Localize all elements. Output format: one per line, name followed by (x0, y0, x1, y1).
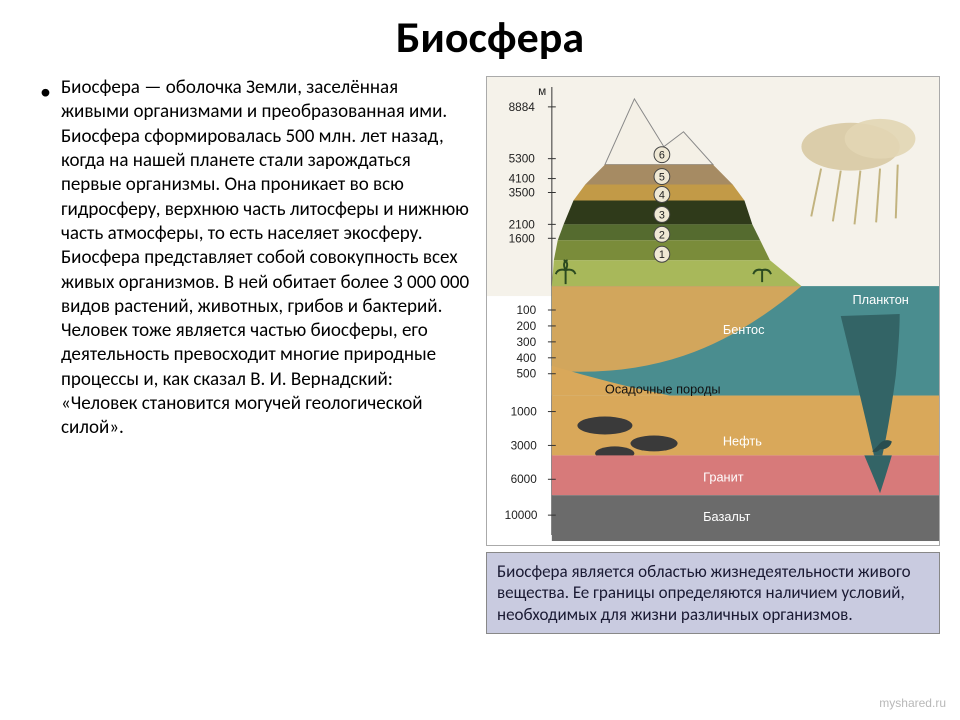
plankton-label: Планктон (853, 292, 909, 307)
bullet-marker: • (40, 80, 51, 103)
svg-text:100: 100 (516, 303, 536, 317)
figure-column: м 8884 5300 4100 3500 2100 1600 (486, 76, 940, 634)
biosphere-diagram: м 8884 5300 4100 3500 2100 1600 (486, 76, 940, 546)
caption-box: Биосфера является областью жизнедеятельн… (486, 552, 940, 634)
svg-text:1: 1 (659, 249, 665, 261)
axis-unit: м (538, 84, 546, 98)
svg-text:5: 5 (659, 171, 665, 183)
svg-text:1000: 1000 (511, 404, 538, 418)
svg-text:8884: 8884 (509, 100, 536, 114)
svg-text:2100: 2100 (509, 217, 536, 231)
text-column: • Биосфера — оболочка Земли, заселённая … (40, 76, 470, 634)
svg-text:500: 500 (516, 367, 536, 381)
svg-text:3000: 3000 (511, 438, 538, 452)
granite-label: Гранит (703, 469, 744, 484)
page-title: Биосфера (40, 10, 940, 64)
oil-label: Нефть (723, 433, 762, 448)
svg-text:10000: 10000 (505, 508, 538, 522)
svg-text:300: 300 (516, 335, 536, 349)
svg-text:5300: 5300 (509, 152, 536, 166)
svg-text:4100: 4100 (509, 171, 536, 185)
body-text: Биосфера — оболочка Земли, заселённая жи… (61, 76, 470, 441)
sediment-label: Осадочные породы (605, 382, 721, 397)
svg-text:6000: 6000 (511, 472, 538, 486)
svg-text:200: 200 (516, 319, 536, 333)
svg-text:3500: 3500 (509, 185, 536, 199)
svg-text:2: 2 (659, 229, 665, 241)
watermark: myshared.ru (879, 696, 946, 710)
basalt-label: Базальт (703, 509, 750, 524)
benthos-label: Бентос (723, 322, 765, 337)
zone-1 (552, 260, 802, 286)
diagram-svg: м 8884 5300 4100 3500 2100 1600 (487, 77, 939, 545)
svg-text:6: 6 (659, 150, 665, 162)
svg-text:3: 3 (659, 209, 665, 221)
slide: Биосфера • Биосфера — оболочка Земли, за… (0, 0, 960, 720)
svg-text:1600: 1600 (509, 231, 536, 245)
caption-text: Биосфера является областью жизнедеятельн… (497, 561, 911, 625)
svg-text:4: 4 (659, 189, 665, 201)
lower-ticks: 100 200 300 400 500 1000 3000 6000 10000 (505, 303, 538, 522)
content-row: • Биосфера — оболочка Земли, заселённая … (40, 76, 940, 634)
svg-text:400: 400 (516, 351, 536, 365)
